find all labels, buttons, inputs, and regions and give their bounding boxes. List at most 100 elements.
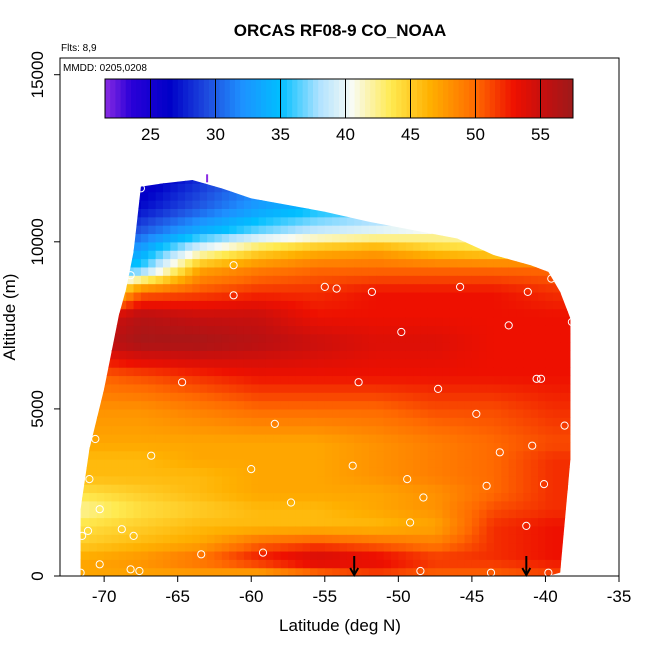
heatmap-cell — [324, 425, 333, 435]
heatmap-cell — [192, 525, 201, 535]
heatmap-cell — [295, 358, 304, 368]
heatmap-cell — [346, 467, 355, 477]
heatmap-cell — [280, 283, 289, 293]
heatmap-cell — [552, 559, 561, 569]
colorbar-segment — [198, 79, 205, 118]
heatmap-cell — [390, 300, 399, 310]
heatmap-cell — [82, 383, 91, 393]
heatmap-cell — [538, 358, 547, 368]
heatmap-cell — [229, 492, 238, 502]
heatmap-cell — [118, 383, 127, 393]
heatmap-cell — [354, 400, 363, 410]
colorbar-segment — [489, 79, 496, 118]
heatmap-cell — [471, 241, 480, 251]
heatmap-cell — [162, 191, 171, 201]
heatmap-cell — [376, 350, 385, 360]
heatmap-cell — [221, 233, 230, 243]
heatmap-cell — [155, 517, 164, 527]
heatmap-cell — [199, 517, 208, 527]
heatmap-cell — [501, 442, 510, 452]
heatmap-cell — [310, 417, 319, 427]
heatmap-cell — [126, 450, 135, 460]
heatmap-cell — [199, 567, 208, 576]
heatmap-cell — [530, 442, 539, 452]
sample-point — [456, 282, 465, 291]
heatmap-cell — [280, 383, 289, 393]
heatmap-cell — [229, 559, 238, 569]
heatmap-cell — [317, 475, 326, 485]
heatmap-cell — [133, 517, 142, 527]
heatmap-cell — [435, 300, 444, 310]
heatmap-cell — [302, 450, 311, 460]
heatmap-cell — [89, 400, 98, 410]
heatmap-cell — [118, 300, 127, 310]
heatmap-cell — [376, 392, 385, 402]
heatmap-cell — [376, 408, 385, 418]
heatmap-cell — [199, 291, 208, 301]
heatmap-cell — [464, 367, 473, 377]
colorbar-segment — [380, 79, 387, 118]
heatmap-cell — [552, 300, 561, 310]
heatmap-cell — [479, 417, 488, 427]
heatmap-cell — [560, 400, 569, 410]
heatmap-cell — [464, 400, 473, 410]
heatmap-cell — [317, 425, 326, 435]
heatmap-cell — [390, 550, 399, 560]
heatmap-cell — [560, 291, 569, 301]
heatmap-cell — [111, 167, 119, 176]
heatmap-cell — [413, 450, 422, 460]
heatmap-cell — [258, 559, 267, 569]
heatmap-cell — [258, 509, 267, 519]
heatmap-cell — [251, 509, 260, 519]
heatmap-cell — [104, 367, 113, 377]
heatmap-cell — [192, 167, 200, 176]
heatmap-cell — [332, 266, 341, 276]
heatmap-cell — [479, 191, 488, 201]
heatmap-cell — [310, 333, 319, 343]
sample-point — [147, 451, 156, 460]
heatmap-cell — [104, 467, 113, 477]
heatmap-cell — [538, 559, 547, 569]
heatmap-cell — [126, 250, 135, 260]
heatmap-cell — [552, 200, 561, 209]
heatmap-cell — [265, 342, 274, 352]
heatmap-cell — [383, 392, 392, 402]
sample-point — [117, 525, 126, 534]
heatmap-cell — [413, 425, 422, 435]
heatmap-cell — [295, 300, 304, 310]
heatmap-cell — [207, 367, 216, 377]
heatmap-cell — [361, 400, 370, 410]
heatmap-cell — [280, 179, 289, 184]
heatmap-cell — [493, 179, 502, 184]
heatmap-cell — [390, 225, 399, 235]
heatmap-cell — [118, 534, 127, 544]
heatmap-cell — [508, 433, 517, 443]
heatmap-cell — [104, 179, 113, 184]
heatmap-cell — [530, 517, 539, 527]
heatmap-cell — [185, 179, 193, 184]
heatmap-cell — [390, 367, 399, 377]
heatmap-cell — [310, 450, 319, 460]
heatmap-cell — [185, 492, 193, 502]
heatmap-cell — [111, 492, 120, 502]
heatmap-cell — [361, 383, 370, 393]
heatmap-cell — [508, 467, 517, 477]
heatmap-cell — [508, 417, 517, 427]
colorbar-segment — [521, 79, 527, 118]
heatmap-cell — [479, 179, 488, 184]
heatmap-cell — [493, 433, 502, 443]
heatmap-cell — [479, 450, 488, 460]
heatmap-cell — [310, 241, 319, 251]
heatmap-cell — [545, 225, 554, 235]
heatmap-cell — [530, 433, 539, 443]
heatmap-cell — [361, 258, 370, 268]
heatmap-cell — [457, 534, 466, 544]
heatmap-cell — [199, 275, 208, 285]
heatmap-cell — [516, 517, 524, 527]
heatmap-cell — [96, 183, 105, 193]
heatmap-cell — [464, 408, 473, 418]
heatmap-cell — [273, 492, 282, 502]
heatmap-cell — [383, 333, 392, 343]
heatmap-cell — [390, 433, 399, 443]
heatmap-cell — [243, 241, 252, 251]
